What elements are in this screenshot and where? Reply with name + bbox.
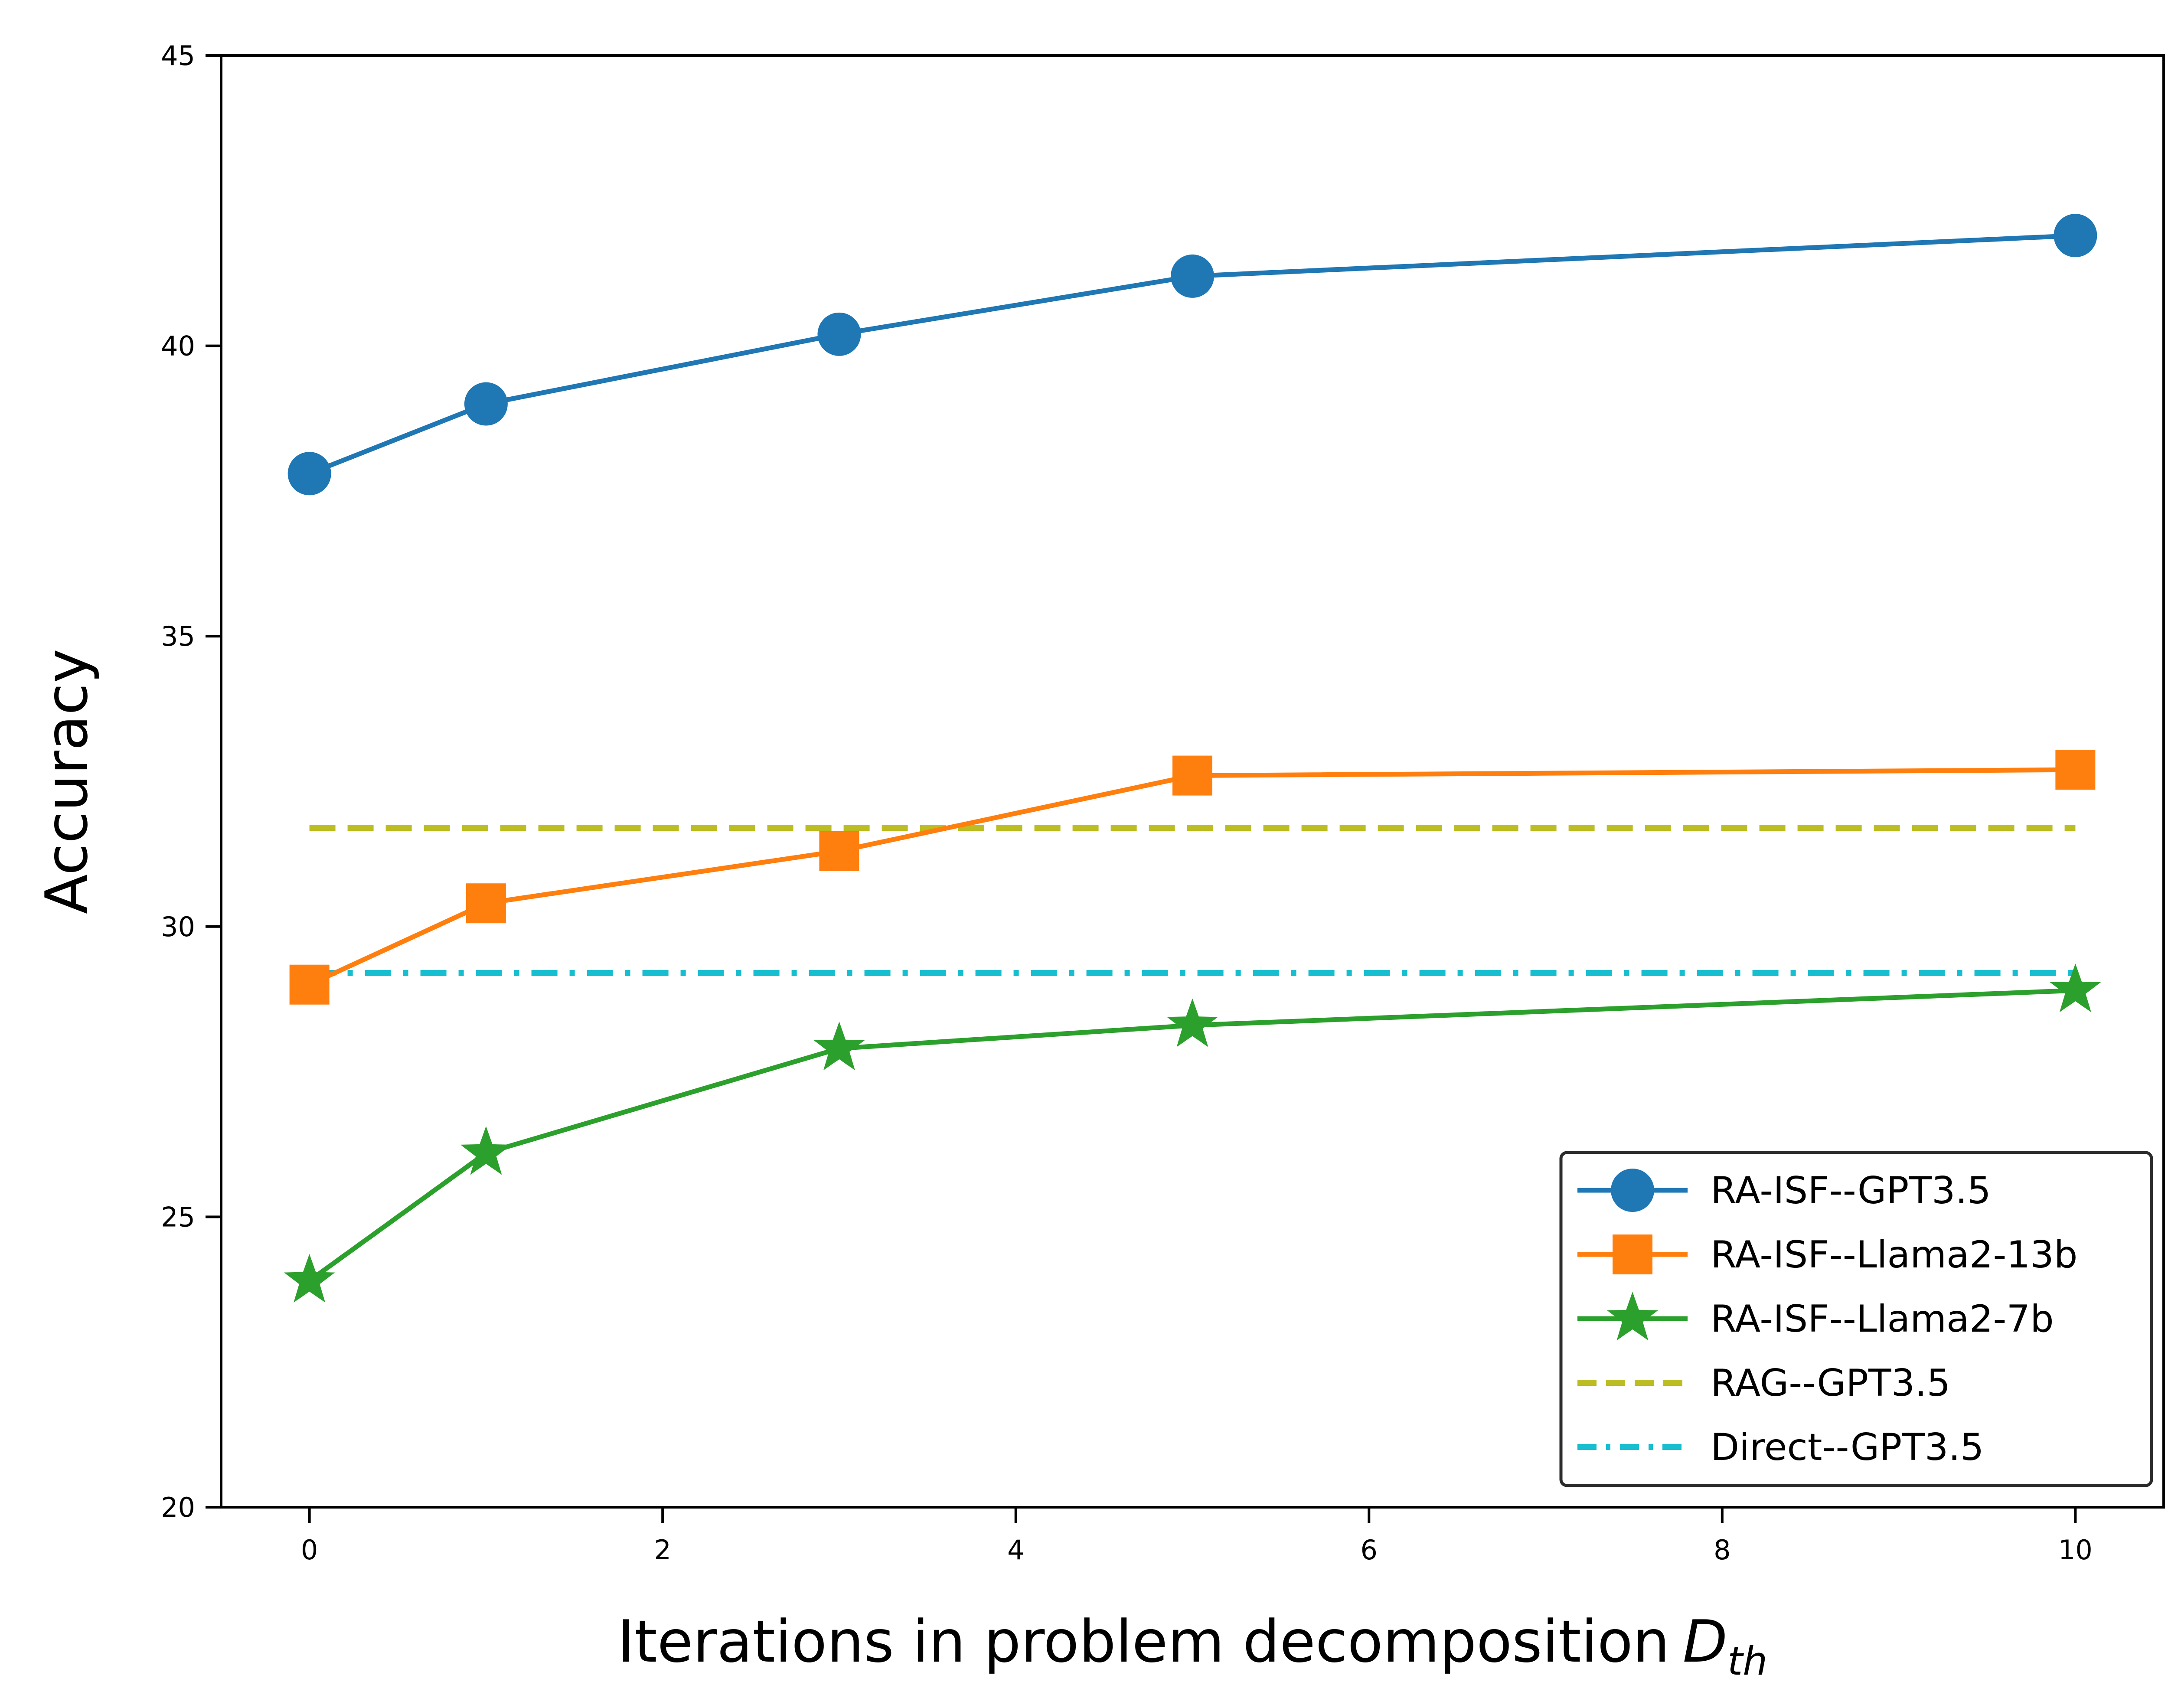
x-tick-label: 0: [301, 1534, 318, 1566]
data-point: [813, 1022, 865, 1071]
data-point: [1167, 998, 1218, 1047]
y-tick-label: 45: [161, 40, 195, 72]
legend-entry: RA-ISF--GPT3.5: [1577, 1169, 1991, 1212]
legend-entry: RA-ISF--Llama2-7b: [1577, 1292, 2054, 1341]
data-point: [2050, 963, 2101, 1012]
legend-entry: Direct--GPT3.5: [1577, 1426, 1984, 1469]
legend-marker: [1613, 1234, 1652, 1274]
data-point: [1172, 755, 1212, 796]
legend-label: RAG--GPT3.5: [1711, 1362, 1950, 1405]
x-tick-label: 6: [1361, 1534, 1378, 1566]
data-point: [287, 452, 331, 496]
legend-label: RA-ISF--Llama2-7b: [1711, 1297, 2054, 1341]
data-point: [284, 1254, 335, 1303]
legend-label: RA-ISF--Llama2-13b: [1711, 1233, 2077, 1277]
legend-entries: RA-ISF--GPT3.5 RA-ISF--Llama2-13b RA-ISF--…: [1577, 1169, 2077, 1469]
axis-ticks: 0 2 4 6 8 10 20 25 30 35 40 45: [161, 40, 2093, 1566]
series-RA-ISF--Llama2-13b: [289, 750, 2096, 1005]
y-tick-label: 20: [161, 1492, 195, 1523]
data-point: [2055, 750, 2096, 790]
data-point: [466, 883, 506, 924]
legend-marker: [1611, 1169, 1654, 1212]
x-tick-label: 10: [2058, 1534, 2093, 1566]
legend: RA-ISF--GPT3.5 RA-ISF--Llama2-13b RA-ISF--…: [1559, 1151, 2153, 1487]
y-tick-label: 25: [161, 1201, 195, 1233]
legend-entry: RAG--GPT3.5: [1577, 1362, 1950, 1405]
series-layer: [284, 214, 2101, 1303]
legend-marker: [1607, 1292, 1658, 1341]
x-axis-label-symbol: D: [1683, 1608, 1727, 1675]
data-point: [819, 831, 859, 871]
y-axis-label: Accuracy: [33, 649, 101, 914]
y-tick-label: 35: [161, 620, 195, 652]
legend-label: Direct--GPT3.5: [1711, 1426, 1984, 1469]
x-axis-label-text: Iterations in problem decomposition: [617, 1608, 1670, 1675]
y-tick-label: 30: [161, 911, 195, 943]
series-RA-ISF--Llama2-7b: [284, 963, 2101, 1303]
legend-label: RA-ISF--GPT3.5: [1711, 1169, 1991, 1212]
legend-box: [1559, 1151, 2153, 1487]
data-point: [289, 964, 330, 1005]
x-tick-label: 2: [654, 1534, 671, 1566]
data-point: [460, 1126, 512, 1175]
data-point: [2054, 214, 2097, 258]
x-tick-label: 4: [1007, 1534, 1024, 1566]
x-axis-label-subscript: th: [1727, 1639, 1767, 1684]
data-point: [817, 312, 861, 356]
series-RA-ISF--GPT3.5: [287, 214, 2097, 496]
x-axis-label: Iterations in problem decomposition Dth: [617, 1608, 1768, 1684]
legend-entry: RA-ISF--Llama2-13b: [1577, 1233, 2077, 1277]
y-tick-label: 40: [161, 330, 195, 362]
data-point: [1171, 254, 1214, 298]
plot-area-frame: [220, 54, 2165, 1509]
x-tick-label: 8: [1714, 1534, 1730, 1566]
data-point: [464, 382, 508, 426]
